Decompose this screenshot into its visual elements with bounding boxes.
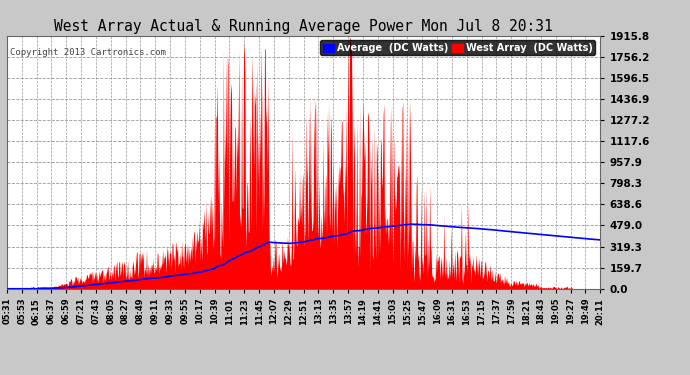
Text: Copyright 2013 Cartronics.com: Copyright 2013 Cartronics.com — [10, 48, 166, 57]
Title: West Array Actual & Running Average Power Mon Jul 8 20:31: West Array Actual & Running Average Powe… — [55, 20, 553, 34]
Legend: Average  (DC Watts), West Array  (DC Watts): Average (DC Watts), West Array (DC Watts… — [320, 40, 595, 56]
